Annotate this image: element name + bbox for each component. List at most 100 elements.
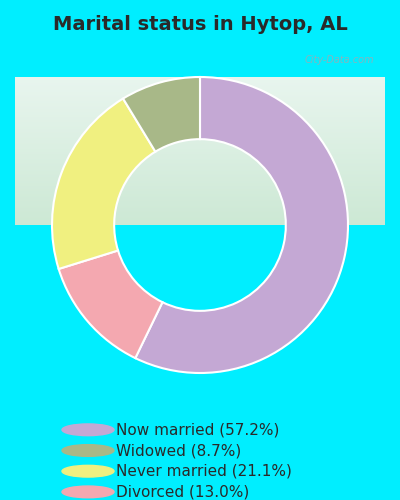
Bar bbox=[15, 98, 385, 99]
Bar bbox=[15, 90, 385, 91]
Text: City-Data.com: City-Data.com bbox=[304, 55, 374, 65]
Bar bbox=[15, 137, 385, 138]
Bar bbox=[15, 200, 385, 202]
Text: Widowed (8.7%): Widowed (8.7%) bbox=[116, 443, 241, 458]
Bar bbox=[15, 219, 385, 220]
Bar bbox=[15, 165, 385, 166]
Bar bbox=[15, 106, 385, 108]
Bar bbox=[15, 214, 385, 216]
Bar bbox=[15, 199, 385, 200]
Bar bbox=[15, 134, 385, 136]
Bar bbox=[15, 92, 385, 94]
Bar bbox=[15, 208, 385, 210]
Bar bbox=[15, 192, 385, 193]
Bar bbox=[15, 118, 385, 119]
Bar bbox=[15, 94, 385, 95]
Bar bbox=[15, 110, 385, 111]
Wedge shape bbox=[52, 98, 155, 269]
Bar bbox=[15, 79, 385, 80]
Bar bbox=[15, 100, 385, 102]
Wedge shape bbox=[123, 77, 200, 152]
Bar bbox=[15, 149, 385, 150]
Bar bbox=[15, 169, 385, 170]
Bar bbox=[15, 130, 385, 131]
Bar bbox=[15, 126, 385, 128]
Bar bbox=[15, 143, 385, 144]
Bar bbox=[15, 97, 385, 98]
Bar bbox=[15, 145, 385, 146]
Bar bbox=[15, 153, 385, 154]
Bar bbox=[15, 218, 385, 219]
Text: Now married (57.2%): Now married (57.2%) bbox=[116, 422, 279, 438]
Text: Marital status in Hytop, AL: Marital status in Hytop, AL bbox=[53, 16, 347, 34]
Bar bbox=[15, 172, 385, 173]
Bar bbox=[15, 191, 385, 192]
Bar bbox=[15, 129, 385, 130]
Bar bbox=[15, 132, 385, 133]
Bar bbox=[15, 151, 385, 152]
Bar bbox=[15, 223, 385, 224]
Bar bbox=[15, 142, 385, 143]
Bar bbox=[15, 109, 385, 110]
Bar bbox=[15, 102, 385, 103]
Text: Never married (21.1%): Never married (21.1%) bbox=[116, 464, 292, 478]
Bar bbox=[15, 171, 385, 172]
Bar bbox=[15, 154, 385, 156]
Bar bbox=[15, 193, 385, 194]
Bar bbox=[15, 213, 385, 214]
Bar bbox=[15, 89, 385, 90]
Bar bbox=[15, 212, 385, 213]
Bar bbox=[15, 116, 385, 117]
Bar bbox=[15, 168, 385, 169]
Bar bbox=[15, 105, 385, 106]
Bar bbox=[15, 140, 385, 141]
Bar bbox=[15, 103, 385, 104]
Bar bbox=[15, 133, 385, 134]
Bar bbox=[15, 216, 385, 217]
Bar bbox=[15, 123, 385, 124]
Bar bbox=[15, 104, 385, 105]
Bar bbox=[15, 170, 385, 171]
Bar bbox=[15, 206, 385, 207]
Bar bbox=[15, 124, 385, 125]
Bar bbox=[15, 224, 385, 225]
Bar bbox=[15, 205, 385, 206]
Bar bbox=[15, 99, 385, 100]
Bar bbox=[15, 138, 385, 139]
Bar bbox=[15, 150, 385, 151]
Bar bbox=[15, 222, 385, 223]
Bar bbox=[15, 85, 385, 86]
Bar bbox=[15, 179, 385, 180]
Circle shape bbox=[62, 424, 114, 436]
Bar bbox=[15, 88, 385, 89]
Wedge shape bbox=[59, 250, 162, 358]
Bar bbox=[15, 119, 385, 120]
Bar bbox=[15, 202, 385, 203]
Bar bbox=[15, 217, 385, 218]
Bar bbox=[15, 207, 385, 208]
Bar bbox=[15, 146, 385, 148]
Bar bbox=[15, 184, 385, 185]
Bar bbox=[15, 125, 385, 126]
Bar bbox=[15, 159, 385, 160]
Bar bbox=[15, 120, 385, 122]
Bar bbox=[15, 162, 385, 163]
Text: Divorced (13.0%): Divorced (13.0%) bbox=[116, 484, 249, 500]
Bar bbox=[15, 190, 385, 191]
Bar bbox=[15, 148, 385, 149]
Bar bbox=[15, 178, 385, 179]
Bar bbox=[15, 111, 385, 112]
Bar bbox=[15, 194, 385, 196]
Bar bbox=[15, 164, 385, 165]
Bar bbox=[15, 95, 385, 96]
Bar bbox=[15, 139, 385, 140]
Bar bbox=[15, 177, 385, 178]
Bar bbox=[15, 108, 385, 109]
Bar bbox=[15, 80, 385, 82]
Bar bbox=[15, 157, 385, 158]
Bar bbox=[15, 186, 385, 188]
Bar bbox=[15, 176, 385, 177]
Bar bbox=[15, 152, 385, 153]
Bar bbox=[15, 128, 385, 129]
Wedge shape bbox=[135, 77, 348, 373]
